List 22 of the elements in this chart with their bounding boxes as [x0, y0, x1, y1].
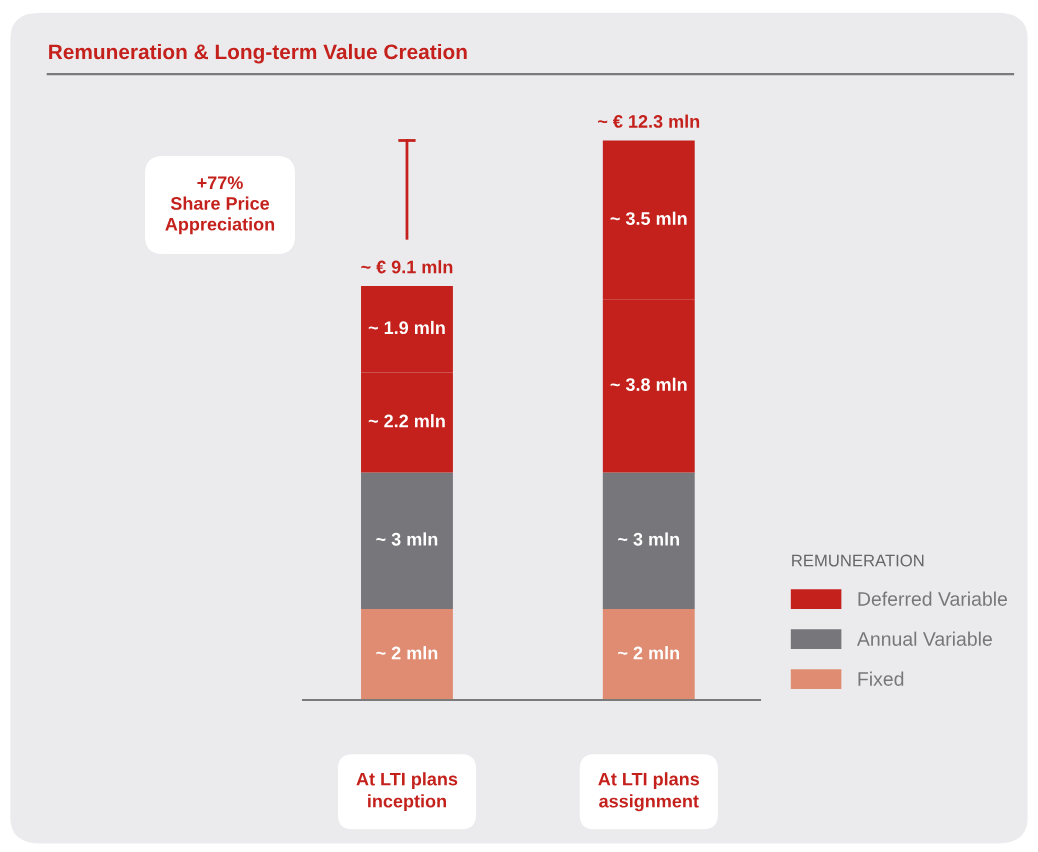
data-label: ~ 3.5 mln — [610, 211, 687, 225]
legend-label: Deferred Variable — [858, 591, 1008, 606]
bar — [602, 609, 695, 700]
data-label: ~ 3 mln — [618, 532, 680, 546]
x-tick-label: At LTI plans assignment — [598, 772, 700, 812]
data-label: ~ 3.8 mln — [610, 377, 687, 391]
data-label: ~ 2.2 mln — [368, 414, 445, 428]
data-label: ~ 1.9 mln — [368, 320, 445, 335]
data-label: ~ 3 mln — [376, 532, 438, 546]
chart-title: Remuneration & Long-term Value Creation — [49, 43, 467, 64]
legend-label: Annual Variable — [856, 631, 992, 646]
x-tick-label: At LTI plans inception — [356, 772, 458, 812]
text: +77% Share Price Appreciation — [165, 176, 275, 235]
total-label: ~ € 9.1 mln — [361, 260, 453, 274]
bar — [361, 609, 453, 700]
legend-label: Fixed — [858, 671, 904, 686]
data-label: ~ 2 mln — [618, 646, 680, 660]
bar — [361, 472, 453, 610]
legend-title: REMUNERATION — [792, 554, 924, 567]
data-label: ~ 2 mln — [376, 646, 438, 660]
bar — [602, 472, 695, 610]
total-label: ~ € 12.3 mln — [598, 114, 700, 128]
